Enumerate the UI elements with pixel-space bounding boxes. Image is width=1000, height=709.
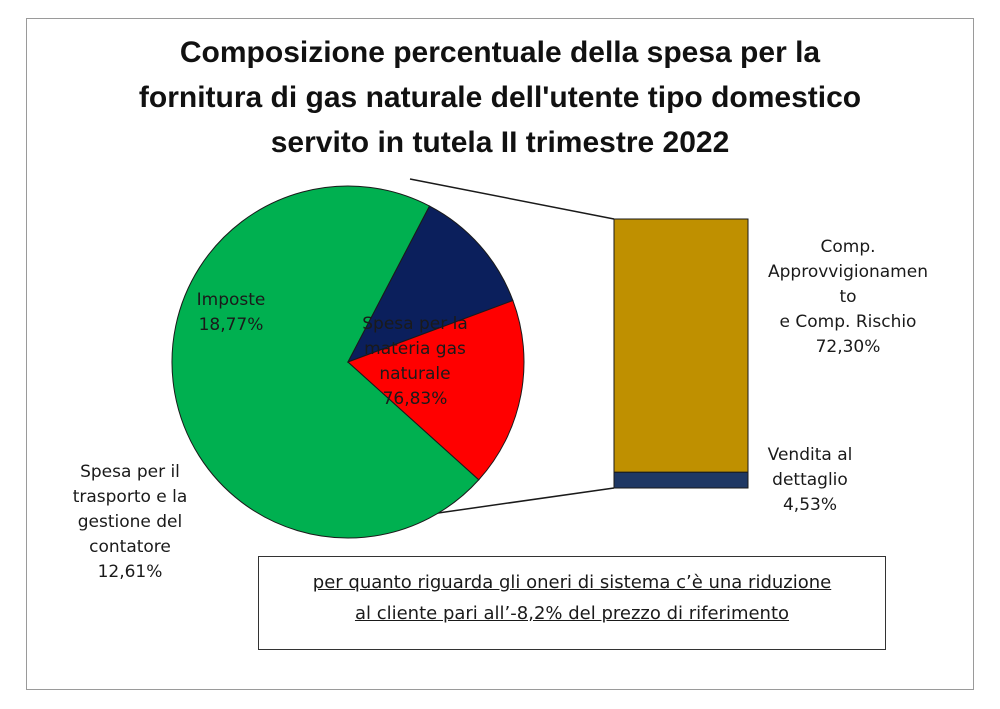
slice-label-line: contatore — [89, 537, 171, 557]
note-line: al cliente pari all’-8,2% del prezzo di … — [354, 603, 790, 624]
slice-label-materia: Spesa per la materia gas naturale 76,83% — [330, 312, 500, 412]
segment-label-approvvigionamento: Comp. Approvvigionamen to e Comp. Rischi… — [748, 235, 948, 360]
segment-label-line: Comp. — [820, 237, 876, 257]
bar-segment-approvvigionamento — [613, 218, 749, 473]
slice-label-imposte: Imposte 18,77% — [176, 288, 286, 338]
segment-value: 4,53% — [782, 495, 837, 515]
connector-line-top — [409, 178, 615, 220]
slice-label-line: materia gas — [364, 339, 466, 359]
bar-segment-vendita — [613, 471, 749, 489]
pie-slice-trasporto — [346, 205, 514, 363]
slice-value: 76,83% — [382, 389, 448, 409]
slice-label-line: Spesa per il — [80, 462, 180, 482]
slice-label-line: gestione del — [77, 512, 183, 532]
pie — [171, 185, 525, 539]
note-line: per quanto riguarda gli oneri di sistema… — [312, 572, 832, 593]
segment-label-line: to — [839, 287, 857, 307]
segment-value: 72,30% — [815, 337, 881, 357]
slice-label-line: naturale — [379, 364, 451, 384]
pie-slice-imposte — [347, 299, 525, 481]
pie-slice-materia — [171, 185, 480, 539]
connector-line-bottom — [409, 487, 615, 518]
slice-label-line: trasporto e la — [72, 487, 188, 507]
slice-value: 18,77% — [198, 315, 264, 335]
segment-label-vendita: Vendita al dettaglio 4,53% — [750, 443, 870, 518]
stacked-bar — [613, 218, 749, 489]
title-line: fornitura di gas naturale dell'utente ti… — [138, 81, 862, 114]
slice-label-line: Imposte — [196, 290, 266, 310]
segment-label-line: Vendita al — [767, 445, 853, 465]
segment-label-line: e Comp. Rischio — [779, 312, 917, 332]
chart-title: Composizione percentuale della spesa per… — [60, 30, 940, 165]
slice-value: 12,61% — [97, 562, 163, 582]
slice-label-trasporto: Spesa per il trasporto e la gestione del… — [50, 460, 210, 585]
title-line: servito in tutela II trimestre 2022 — [270, 126, 730, 159]
segment-label-line: dettaglio — [772, 470, 848, 490]
segment-label-line: Approvvigionamen — [768, 262, 928, 282]
title-line: Composizione percentuale della spesa per… — [179, 36, 821, 69]
note-box: per quanto riguarda gli oneri di sistema… — [258, 556, 886, 650]
slice-label-line: Spesa per la — [362, 314, 468, 334]
